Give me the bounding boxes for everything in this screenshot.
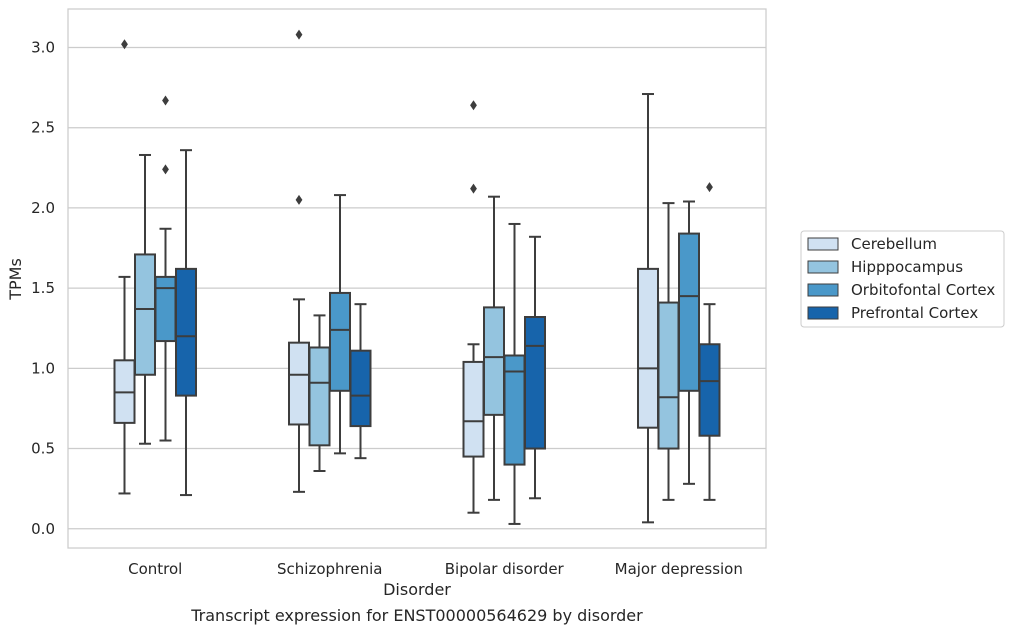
box [308, 314, 331, 472]
y-tick-labels: 0.0 0.5 1.0 1.5 2.0 2.5 3.0 [31, 39, 55, 538]
legend-swatch [807, 283, 839, 297]
x-axis-label: Disorder [383, 580, 451, 599]
box [524, 235, 546, 500]
chart-caption: Transcript expression for ENST0000056462… [191, 606, 643, 625]
x-tick-labels: Control Schizophrenia Bipolar disorder Majo… [128, 560, 743, 578]
box [678, 200, 700, 485]
box-body [678, 232, 700, 392]
legend-label: Hipppocampus [851, 258, 963, 276]
box [698, 182, 721, 501]
box [288, 29, 310, 493]
y-tick-label: 1.0 [31, 359, 55, 377]
box-body [462, 360, 485, 458]
box [175, 149, 197, 497]
outlier-point [121, 39, 128, 50]
y-tick-label: 0.0 [31, 520, 55, 538]
box-body [657, 301, 680, 450]
y-tick-label: 2.5 [31, 119, 55, 137]
box-body [483, 306, 505, 416]
box-body [349, 349, 372, 428]
y-tick-label: 3.0 [31, 39, 55, 57]
box-body [329, 291, 351, 392]
box [483, 195, 505, 501]
box [349, 303, 372, 460]
y-tick-label: 1.5 [31, 279, 55, 297]
box-body [308, 346, 331, 447]
outlier-point [295, 29, 303, 40]
box [637, 93, 659, 524]
outlier-point [295, 194, 303, 205]
box [503, 222, 526, 525]
outlier-point [162, 95, 169, 106]
legend-label: Cerebellum [851, 235, 937, 253]
box-body [154, 275, 177, 343]
x-tick-label: Schizophrenia [277, 560, 382, 578]
box [329, 194, 351, 455]
box [113, 39, 136, 495]
box-body [637, 267, 659, 429]
outlier-point [470, 183, 477, 194]
outlier-point [470, 100, 477, 111]
legend-swatch [807, 306, 839, 320]
box-body [134, 253, 156, 376]
x-tick-label: Bipolar disorder [445, 560, 565, 578]
x-tick-label: Major depression [615, 560, 743, 578]
y-tick-label: 2.0 [31, 199, 55, 217]
y-tick-label: 0.5 [31, 440, 55, 458]
plot-frame [67, 8, 767, 549]
legend-label: Orbitofontal Cortex [851, 281, 995, 299]
box [462, 100, 485, 514]
box [134, 153, 156, 445]
outlier-point [706, 182, 713, 193]
legend-frame [800, 230, 1005, 328]
legend-swatch [807, 237, 839, 251]
box-body [698, 343, 721, 437]
y-axis-label: TPMs [6, 258, 25, 301]
box-body [175, 267, 197, 397]
box-body [288, 341, 310, 426]
box [154, 95, 177, 442]
box [657, 202, 680, 501]
legend-label: Prefrontal Cortex [851, 304, 978, 322]
boxes [113, 29, 721, 525]
legend-swatch [807, 260, 839, 274]
outlier-point [162, 164, 169, 175]
x-tick-label: Control [128, 560, 182, 578]
legend: Cerebellum Hipppocampus Orbitofontal Corte… [800, 230, 1005, 328]
box-body [524, 316, 546, 450]
